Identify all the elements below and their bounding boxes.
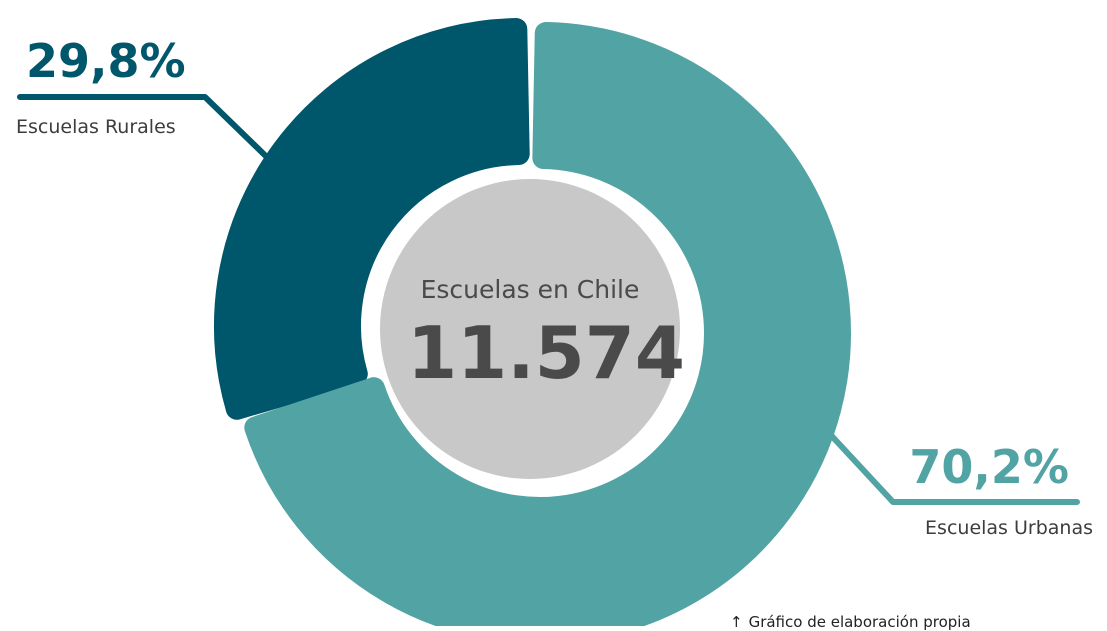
value-label-rurales: 29,8% xyxy=(26,34,186,88)
footnote-text: Gráfico de elaboración propia xyxy=(748,613,971,631)
arrow-up-icon: ↑ xyxy=(730,612,743,631)
category-label-rurales: Escuelas Rurales xyxy=(16,116,176,138)
slice-urbanas xyxy=(244,22,851,626)
center-total: 11.574 xyxy=(407,311,685,395)
value-label-urbanas: 70,2% xyxy=(909,440,1069,494)
footnote: ↑ Gráfico de elaboración propia xyxy=(730,613,971,631)
category-label-urbanas: Escuelas Urbanas xyxy=(925,517,1093,539)
center-disc xyxy=(380,179,680,479)
donut-slices xyxy=(214,18,851,626)
leader-line-rurales xyxy=(17,94,278,168)
slice-rurales xyxy=(214,18,530,420)
leader-line-urbanas xyxy=(825,429,1080,505)
center-caption: Escuelas en Chile xyxy=(421,275,640,304)
